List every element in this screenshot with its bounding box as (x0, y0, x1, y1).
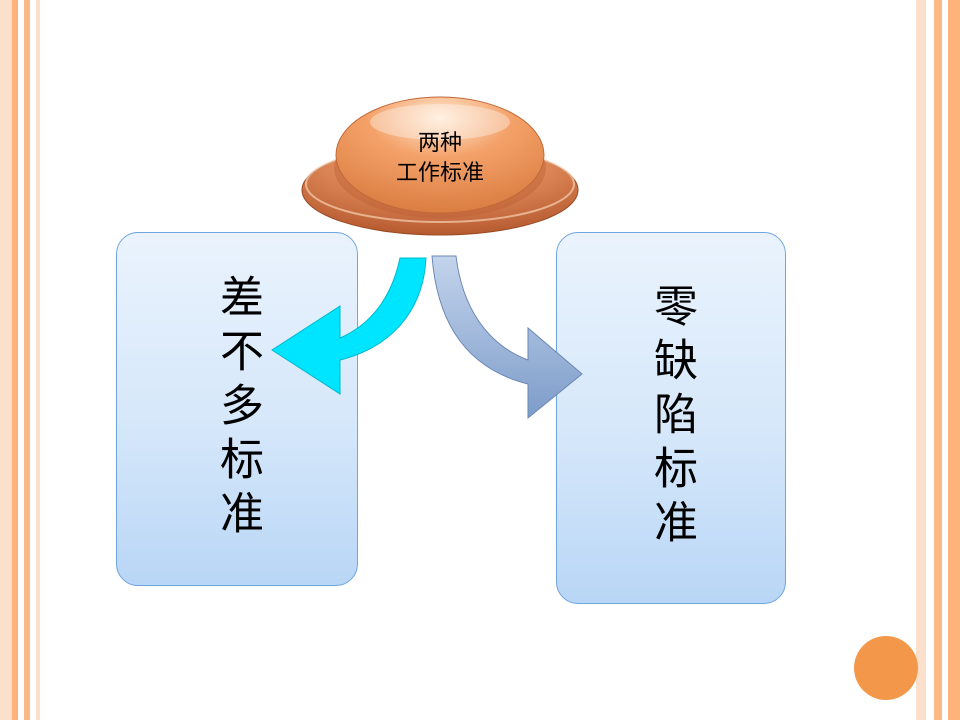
accent-dot-icon (854, 636, 918, 700)
center-label: 两种 工作标准 (350, 128, 530, 187)
right-arrow-icon (432, 256, 582, 418)
center-label-line1: 两种 (350, 128, 530, 158)
diagram-svg (0, 0, 960, 720)
center-label-line2: 工作标准 (350, 158, 530, 188)
left-arrow-icon (272, 258, 426, 394)
